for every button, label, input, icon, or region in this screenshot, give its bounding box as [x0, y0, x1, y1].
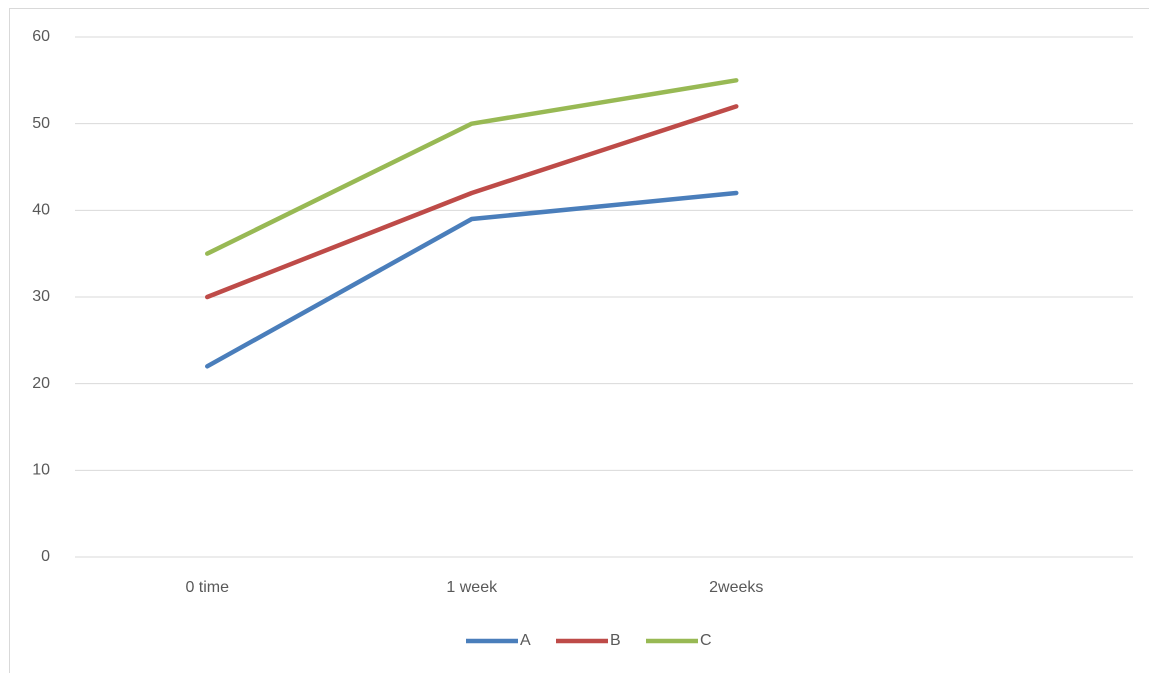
y-tick-label: 30: [32, 288, 50, 305]
y-tick-label: 0: [41, 548, 50, 565]
chart-frame: [9, 8, 1149, 673]
x-tick-label: 1 week: [446, 579, 498, 596]
y-tick-label: 10: [32, 462, 50, 479]
line-series: [205, 190, 739, 369]
y-tick-label: 40: [32, 202, 50, 219]
line-series: [205, 104, 739, 300]
x-tick-label: 2weeks: [709, 579, 763, 596]
x-tick-label: 0 time: [185, 579, 229, 596]
legend-label: A: [520, 632, 531, 649]
y-tick-label: 60: [32, 28, 50, 45]
y-tick-label: 20: [32, 375, 50, 392]
legend-label: C: [700, 632, 712, 649]
line-series: [205, 78, 739, 256]
legend-label: B: [610, 632, 621, 649]
y-tick-label: 50: [32, 115, 50, 132]
